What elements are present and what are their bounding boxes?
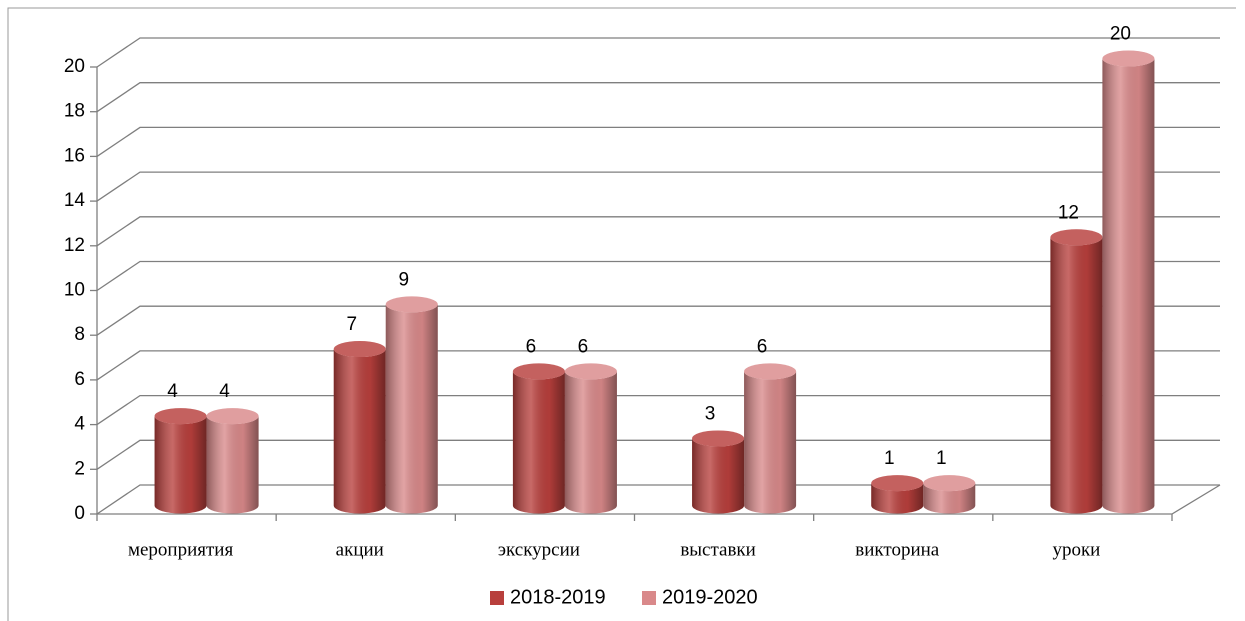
legend-swatch [642,591,656,605]
y-tick-label: 10 [64,280,85,301]
value-label: 12 [1058,202,1079,223]
bar-shade [154,416,207,514]
x-tick-label: викторина [855,539,940,560]
value-label: 1 [936,448,947,469]
grid-line [96,439,1220,470]
grid-line [96,216,1220,247]
y-tick-label: 2 [74,458,85,479]
bar-shade [564,371,617,514]
value-label: 9 [398,269,409,290]
bar-top-light [923,475,976,492]
bar-shade [871,483,924,514]
bar-top-light [385,296,438,313]
bar-top-light [1050,229,1103,246]
bar-top [1050,229,1103,246]
y-tick-label: 14 [64,190,86,211]
bar-shade [692,438,745,514]
bar-top [1102,50,1155,67]
bar-top-light [692,430,745,447]
bar-top-light [206,408,259,425]
y-tick-label: 4 [74,414,85,435]
bar-top-light [1102,50,1155,67]
grid-line [96,126,1220,157]
bar-shade [744,371,797,514]
value-label: 1 [884,448,895,469]
value-label: 20 [1110,24,1131,45]
bar-shade [1102,58,1155,514]
y-tick-label: 6 [74,369,85,390]
y-tick-label: 0 [74,503,85,524]
y-tick-label: 20 [64,56,85,77]
bar-top-light [512,363,565,380]
bar-top [206,408,259,425]
chart-frame [7,7,1236,621]
legend-label: 2019-2020 [662,586,758,608]
bar-top [385,296,438,313]
bar-top [154,408,207,425]
bar-shade [512,371,565,514]
x-tick-label: мероприятия [128,539,234,560]
y-tick-label: 12 [64,235,85,256]
grid-line [96,394,1220,426]
x-tick-label: уроки [1052,539,1100,560]
bar-shade [206,416,259,514]
x-tick-label: акции [336,539,384,560]
value-label: 6 [526,336,537,357]
bar-top [333,341,386,358]
bar-shade [333,349,386,514]
bar-top [744,363,797,380]
bar-shade [923,483,976,514]
x-tick-label: экскурсии [498,539,580,560]
grid-line [96,37,1220,68]
x-tick-label: выставки [680,539,756,560]
value-label: 7 [346,314,357,335]
bar-top [923,475,976,492]
bar-top-light [154,408,207,425]
grid-line [96,171,1220,202]
bar-shade [1050,237,1103,514]
y-tick-label: 16 [64,145,85,166]
bar-top [692,430,745,447]
bar-top [871,475,924,492]
grid-line [96,350,1220,381]
legend-swatch [490,591,504,605]
bar-top-light [744,363,797,380]
y-tick-label: 18 [64,101,85,122]
grid-line [96,484,1220,515]
value-label: 6 [578,336,589,357]
legend-label: 2018-2019 [510,586,606,608]
value-label: 4 [219,381,230,402]
bar-top [564,363,617,380]
y-tick-label: 8 [74,324,85,345]
bar-top-light [871,475,924,492]
value-label: 3 [705,403,716,424]
bar-top-light [564,363,617,380]
grid-line [96,305,1220,336]
grid-line [96,260,1220,292]
bar-shade [385,304,438,514]
bar-top [512,363,565,380]
value-label: 4 [167,381,178,402]
value-label: 6 [757,336,768,357]
grid-line [96,82,1220,113]
bar-top-light [333,341,386,358]
